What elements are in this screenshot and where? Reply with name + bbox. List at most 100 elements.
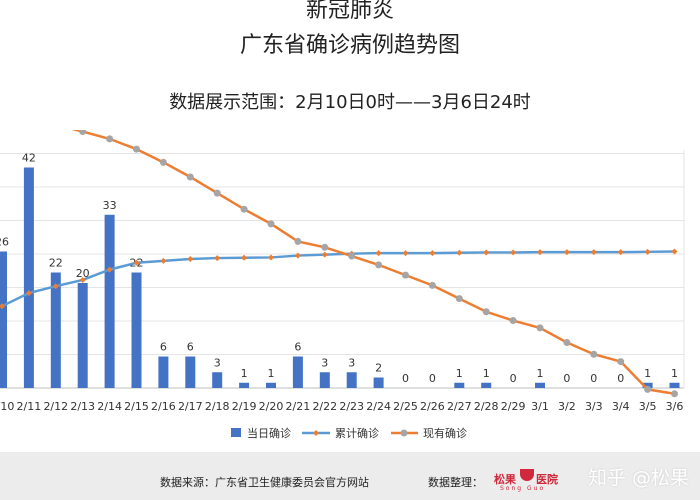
current-point-2/19 [240,205,248,213]
current-point-2/21 [294,237,302,245]
cumulative-point-2/21 [294,252,301,259]
x-tick-2/22: 2/22 [312,400,337,413]
x-tick-3/2: 3/2 [558,400,576,413]
cumulative-point-2/28 [483,249,490,256]
bar-2/28 [481,382,492,388]
bar-2/23 [346,372,357,388]
bar-label-3/2: 0 [563,372,570,385]
cumulative-point-3/3 [590,249,597,256]
pine-cone-hospital-logo: 松果 医院 Song Guo [494,466,566,492]
current-point-3/5 [644,385,652,393]
legend-label-current: 现有确诊 [423,426,467,440]
current-point-2/22 [321,243,329,251]
x-tick-2/20: 2/20 [259,400,284,413]
bar-2/14 [104,214,115,388]
bar-label-3/3: 0 [590,372,597,385]
current-point-2/15 [133,145,140,153]
data-source-text: 数据来源：广东省卫生健康委员会官方网站 [160,476,369,489]
cumulative-point-2/26 [429,250,436,257]
bar-2/21 [292,356,303,388]
legend-marker-current [400,429,408,437]
cumulative-point-2/17 [187,256,194,262]
current-point-2/25 [402,271,409,279]
cumulative-point-2/22 [321,251,328,258]
trend-chart: 264222203322663116332001101000112/102/11… [0,130,685,440]
bar-2/24 [373,377,384,388]
x-tick-2/16: 2/16 [151,400,176,413]
cumulative-point-2/18 [214,255,221,262]
current-point-2/26 [428,281,436,289]
current-point-2/17 [186,173,194,181]
x-tick-2/11: 2/11 [17,400,42,413]
bar-3/1 [535,382,545,388]
x-tick-2/15: 2/15 [124,400,149,413]
current-point-2/14 [106,135,114,143]
cumulative-point-2/15 [133,259,140,266]
bar-label-2/18: 3 [214,356,221,369]
bar-label-2/16: 6 [160,341,167,354]
current-point-2/13 [79,130,87,136]
bar-label-3/1: 1 [537,367,544,380]
x-tick-2/19: 2/19 [232,400,257,413]
cumulative-point-2/10 [0,303,5,310]
x-tick-2/17: 2/17 [178,400,203,413]
x-tick-2/23: 2/23 [339,400,364,413]
cumulative-point-3/1 [537,249,543,256]
bar-label-3/5: 1 [644,367,651,380]
cumulative-point-3/4 [617,249,624,256]
bar-2/16 [158,356,169,388]
cumulative-line [1,250,675,308]
bar-label-2/24: 2 [375,362,382,375]
bar-2/18 [212,372,223,388]
bar-label-2/21: 6 [294,341,301,354]
bar-label-2/10: 26 [0,236,9,249]
chart-data-range: 数据展示范围：2月10日0时——3月6日24时 [169,92,531,113]
cumulative-point-2/13 [79,276,86,283]
bar-label-3/4: 0 [617,372,624,385]
x-tick-2/27: 2/27 [447,400,472,413]
bar-label-2/20: 1 [268,367,275,380]
bar-2/13 [77,283,88,388]
bar-2/20 [266,382,276,388]
current-point-2/20 [267,220,275,228]
bar-label-3/6: 1 [671,367,678,380]
bar-2/12 [50,272,61,388]
current-point-3/1 [536,324,544,332]
cumulative-point-2/20 [268,254,274,261]
x-tick-2/28: 2/28 [474,400,499,413]
current-point-3/6 [671,390,678,398]
chart-title-main: 新冠肺炎 [305,0,394,23]
legend-marker-cumulative [313,430,319,436]
data-organizer-label: 数据整理： [428,476,483,489]
bar-label-2/22: 3 [321,356,328,369]
cumulative-point-2/12 [52,283,59,290]
bar-label-2/29: 0 [510,372,517,385]
x-tick-2/26: 2/26 [420,400,445,413]
cumulative-point-3/2 [563,249,570,256]
legend-label-daily: 当日确诊 [247,426,291,440]
x-tick-2/12: 2/12 [43,400,68,413]
cumulative-point-2/19 [241,254,248,261]
x-tick-3/1: 3/1 [531,400,549,413]
current-point-2/24 [375,261,383,269]
bar-label-2/28: 1 [483,367,490,380]
current-point-3/2 [563,339,571,347]
x-tick-3/6: 3/6 [666,400,684,413]
zhihu-watermark: 知乎 @松果 [588,467,690,489]
cumulative-point-2/16 [160,257,167,264]
current-point-2/23 [348,252,356,260]
bar-2/15 [131,272,142,388]
cumulative-point-2/14 [106,266,113,273]
current-point-2/16 [159,158,167,166]
bar-label-2/11: 42 [22,152,36,165]
bar-label-2/23: 3 [348,356,355,369]
cumulative-point-2/27 [456,249,463,256]
bar-label-2/27: 1 [456,367,463,380]
cumulative-point-2/24 [375,250,382,257]
x-tick-2/10: 2/10 [0,400,14,413]
current-line [71,130,675,396]
x-tick-2/13: 2/13 [70,400,95,413]
cumulative-point-2/11 [25,290,32,297]
current-point-3/3 [590,350,598,358]
current-point-3/4 [617,358,625,366]
